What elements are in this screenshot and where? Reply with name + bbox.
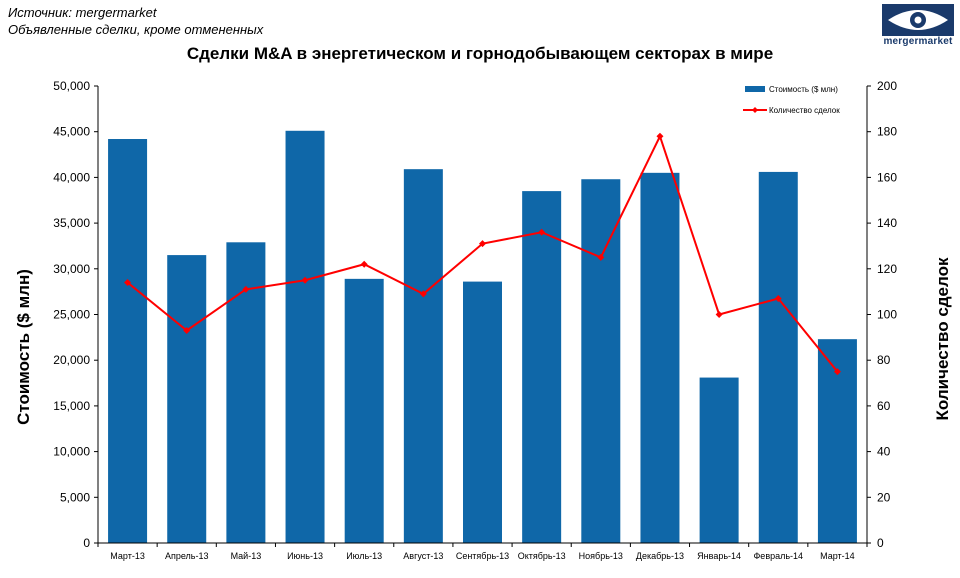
x-tick-label: Август-13 <box>403 551 443 561</box>
x-axis-labels: Март-13 Апрель-13 Май-13 Июнь-13 Июль-13 Авгу… <box>97 543 868 561</box>
right-tick-label: 180 <box>877 125 897 139</box>
source-note: Источник: mergermarket Объявленные сделк… <box>8 4 263 38</box>
line-point <box>183 326 191 334</box>
bar <box>522 191 562 544</box>
line-point <box>656 132 664 140</box>
bar <box>403 169 443 543</box>
x-tick-label: Март-13 <box>110 551 145 561</box>
bar <box>463 281 502 543</box>
x-tick-label: Сентябрь-13 <box>456 551 509 561</box>
left-tick-label: 0 <box>83 536 90 550</box>
line-series <box>124 132 841 376</box>
x-tick-label: Май-13 <box>231 551 262 561</box>
bar <box>699 377 739 543</box>
left-tick-label: 35,000 <box>53 216 90 230</box>
right-tick-label: 80 <box>877 353 891 367</box>
line-point <box>833 368 841 376</box>
right-axis-ticks: 0 20 40 60 80 100 120 140 160 180 200 <box>867 79 897 550</box>
bar <box>640 172 680 543</box>
x-tick-label: Февраль-14 <box>753 551 803 561</box>
line-point <box>479 240 486 248</box>
x-tick-label: Декабрь-13 <box>636 551 684 561</box>
bar <box>344 278 384 543</box>
line-point <box>715 311 723 318</box>
left-tick-label: 50,000 <box>53 79 90 93</box>
line-point <box>301 276 309 284</box>
left-tick-label: 5,000 <box>60 490 90 504</box>
bar <box>581 179 621 543</box>
left-tick-label: 40,000 <box>53 170 90 184</box>
legend-swatch-bars <box>745 86 765 92</box>
axes <box>97 86 868 544</box>
x-tick-label: Апрель-13 <box>165 551 209 561</box>
bar <box>285 130 325 543</box>
left-tick-label: 45,000 <box>53 125 90 139</box>
line-point <box>774 295 782 303</box>
x-tick-label: Март-14 <box>820 551 855 561</box>
left-tick-label: 25,000 <box>53 308 90 322</box>
line-point <box>538 228 546 236</box>
bar <box>167 255 207 543</box>
line-point <box>419 290 427 298</box>
right-tick-label: 20 <box>877 490 891 504</box>
x-tick-label: Ноябрь-13 <box>579 551 623 561</box>
logo-text: mergermarket <box>883 36 953 47</box>
line-point <box>597 253 605 261</box>
right-tick-label: 60 <box>877 399 891 413</box>
right-tick-label: 0 <box>877 536 884 550</box>
x-tick-label: Июнь-13 <box>287 551 323 561</box>
bar-series <box>108 130 857 544</box>
eye-icon <box>882 4 954 36</box>
legend-swatch-marker <box>752 107 758 113</box>
legend-label-bars: Стоимость ($ млн) <box>769 85 838 94</box>
left-tick-label: 15,000 <box>53 399 90 413</box>
right-tick-label: 140 <box>877 216 897 230</box>
chart-title: Сделки M&A в энергетическом и горнодобыв… <box>186 44 774 63</box>
x-tick-label: Октябрь-13 <box>518 551 566 561</box>
bar <box>758 171 798 543</box>
right-tick-label: 120 <box>877 262 897 276</box>
legend-label-line: Количество сделок <box>769 106 840 115</box>
bar <box>108 139 148 543</box>
left-tick-label: 10,000 <box>53 445 90 459</box>
line-point <box>242 285 250 293</box>
left-tick-label: 20,000 <box>53 353 90 367</box>
right-tick-label: 200 <box>877 79 897 93</box>
line-point <box>360 260 368 268</box>
right-tick-label: 100 <box>877 308 897 322</box>
x-tick-label: Июль-13 <box>346 551 382 561</box>
right-tick-label: 160 <box>877 170 897 184</box>
source-line-1: Источник: mergermarket <box>8 5 157 20</box>
right-tick-label: 40 <box>877 445 891 459</box>
y-axis-title: Стоимость ($ млн) <box>14 269 33 425</box>
left-axis-ticks: 0 5,000 10,000 15,000 20,000 25,000 30,000 35,0… <box>53 79 98 550</box>
source-line-2: Объявленные сделки, кроме отмененных <box>8 22 264 37</box>
y2-axis-title: Количество сделок <box>933 257 952 420</box>
x-tick-label: Январь-14 <box>697 551 741 561</box>
line-point <box>124 279 132 287</box>
legend: Стоимость ($ млн) Количество сделок <box>743 85 840 115</box>
left-tick-label: 30,000 <box>53 262 90 276</box>
